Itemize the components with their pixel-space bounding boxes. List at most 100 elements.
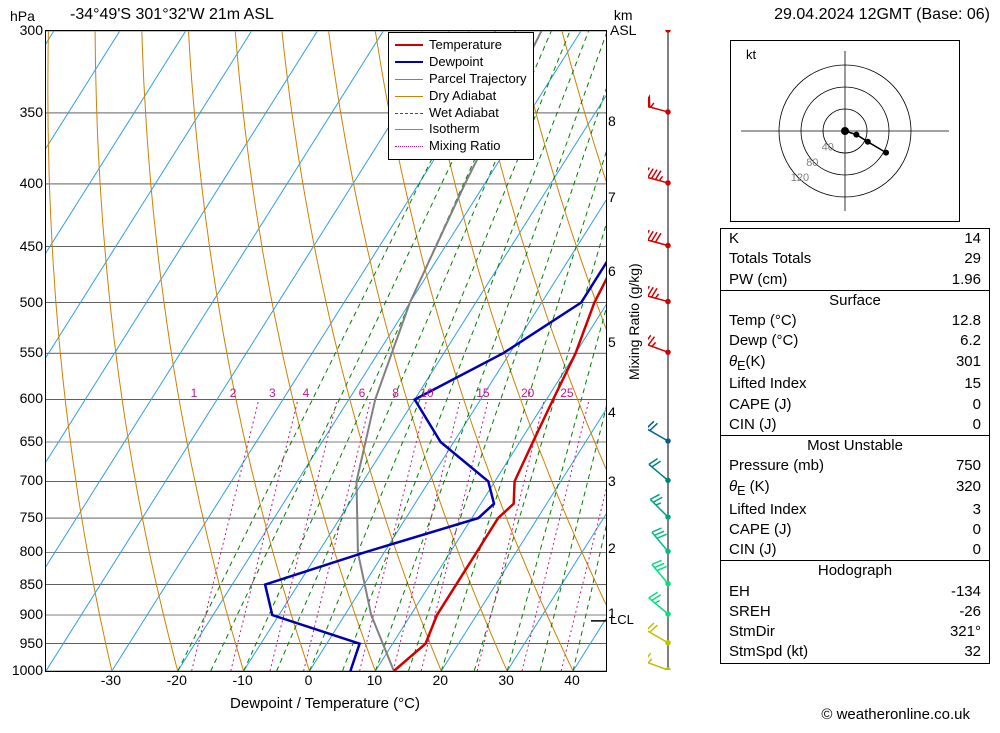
table-row: Lifted Index15 [721, 374, 989, 394]
table-row: CAPE (J)0 [721, 520, 989, 540]
table-header: Hodograph [721, 560, 989, 581]
km-tick: 4 [608, 404, 616, 420]
temp-tick: 40 [564, 672, 580, 688]
km-tick: 2 [608, 540, 616, 556]
table-value: 301 [956, 352, 981, 375]
table-key: Lifted Index [729, 500, 807, 520]
mixing-ratio-value: 4 [303, 386, 310, 400]
table-row: PW (cm) 1.96 [721, 270, 989, 290]
temp-tick: 20 [432, 672, 448, 688]
table-key: CIN (J) [729, 415, 777, 435]
legend-item: Mixing Ratio [395, 138, 527, 155]
pressure-tick: 900 [20, 606, 43, 622]
x-axis-label: Dewpoint / Temperature (°C) [45, 695, 605, 712]
pressure-tick: 600 [20, 390, 43, 406]
km-tick: 7 [608, 189, 616, 205]
datetime-title: 29.04.2024 12GMT (Base: 06) [774, 6, 990, 24]
pressure-tick: 550 [20, 344, 43, 360]
legend-label: Wet Adiabat [429, 105, 499, 122]
table-row: SREH-26 [721, 602, 989, 622]
table-key: K [729, 229, 739, 249]
legend-label: Dry Adiabat [429, 88, 496, 105]
legend-item: Temperature [395, 37, 527, 54]
table-value: 0 [973, 540, 981, 560]
table-row: Temp (°C) 12.8 [721, 311, 989, 331]
table-row: Dewp (°C)6.2 [721, 331, 989, 351]
pressure-tick: 750 [20, 509, 43, 525]
table-value: -134 [951, 582, 981, 602]
table-key: Lifted Index [729, 374, 807, 394]
mixing-ratio-value: 8 [392, 386, 399, 400]
table-key: PW (cm) [729, 270, 787, 290]
pressure-tick: 450 [20, 238, 43, 254]
mixing-ratio-value: 1 [191, 386, 198, 400]
pressure-tick: 850 [20, 576, 43, 592]
table-value: 29 [964, 249, 981, 269]
pressure-axis: 3003504004505005506006507007508008509009… [5, 30, 43, 670]
table-row: CAPE (J)0 [721, 395, 989, 415]
table-header: Surface [721, 290, 989, 311]
pressure-tick: 800 [20, 543, 43, 559]
pressure-tick: 650 [20, 433, 43, 449]
skewt-page: hPa -34°49'S 301°32'W 21m ASL km ASL 29.… [0, 0, 1000, 733]
table-row: K 14 [721, 229, 989, 249]
table-row: Totals Totals 29 [721, 249, 989, 269]
table-value: -26 [959, 602, 981, 622]
table-header: Most Unstable [721, 435, 989, 456]
pressure-tick: 700 [20, 472, 43, 488]
mixing-ratio-value: 25 [560, 386, 573, 400]
km-tick: 6 [608, 263, 616, 279]
mixing-ratio-value: 10 [420, 386, 433, 400]
table-value: 320 [956, 477, 981, 500]
copyright: © weatheronline.co.uk [821, 706, 970, 723]
wind-barbs [648, 30, 688, 670]
legend-item: Isotherm [395, 121, 527, 138]
mixing-ratio-value: 6 [359, 386, 366, 400]
legend: TemperatureDewpointParcel TrajectoryDry … [388, 32, 534, 160]
table-value: 3 [973, 500, 981, 520]
legend-item: Parcel Trajectory [395, 71, 527, 88]
pressure-tick: 300 [20, 22, 43, 38]
table-key: Dewp (°C) [729, 331, 798, 351]
svg-text:80: 80 [806, 157, 818, 169]
pressure-tick: 1000 [12, 662, 43, 678]
svg-text:kt: kt [746, 47, 757, 62]
mixing-ratio-value: 15 [476, 386, 489, 400]
legend-label: Dewpoint [429, 54, 483, 71]
temp-tick: -10 [233, 672, 253, 688]
table-value: 14 [964, 229, 981, 249]
temp-tick: -20 [167, 672, 187, 688]
indices-table: K 14 Totals Totals 29 PW (cm) 1.96SurfaceTemp… [720, 228, 990, 664]
temp-tick: 10 [367, 672, 383, 688]
table-row: Lifted Index 3 [721, 500, 989, 520]
hodograph: kt 40 80 120 [730, 40, 960, 222]
mixing-ratio-value: 20 [521, 386, 534, 400]
table-value: 0 [973, 415, 981, 435]
temp-tick: -30 [101, 672, 121, 688]
table-row: StmDir 321° [721, 622, 989, 642]
svg-text:120: 120 [791, 172, 809, 184]
table-key: Totals Totals [729, 249, 811, 269]
pressure-tick: 350 [20, 104, 43, 120]
table-value: 32 [964, 642, 981, 662]
table-key: CIN (J) [729, 540, 777, 560]
legend-item: Wet Adiabat [395, 105, 527, 122]
legend-label: Temperature [429, 37, 502, 54]
legend-item: Dewpoint [395, 54, 527, 71]
table-value: 1.96 [952, 270, 981, 290]
temp-tick: 0 [305, 672, 313, 688]
table-key: Temp (°C) [729, 311, 797, 331]
pressure-tick: 950 [20, 635, 43, 651]
mixing-ratio-value: 3 [269, 386, 276, 400]
table-value: 0 [973, 520, 981, 540]
table-value: 321° [950, 622, 981, 642]
table-value: 12.8 [952, 311, 981, 331]
km-unit: km ASL [610, 8, 636, 39]
temp-tick: 30 [498, 672, 514, 688]
table-key: Pressure (mb) [729, 456, 824, 476]
svg-text:40: 40 [822, 141, 834, 153]
location-title: -34°49'S 301°32'W 21m ASL [70, 6, 274, 24]
table-key: StmDir [729, 622, 775, 642]
legend-label: Isotherm [429, 121, 480, 138]
legend-label: Mixing Ratio [429, 138, 501, 155]
